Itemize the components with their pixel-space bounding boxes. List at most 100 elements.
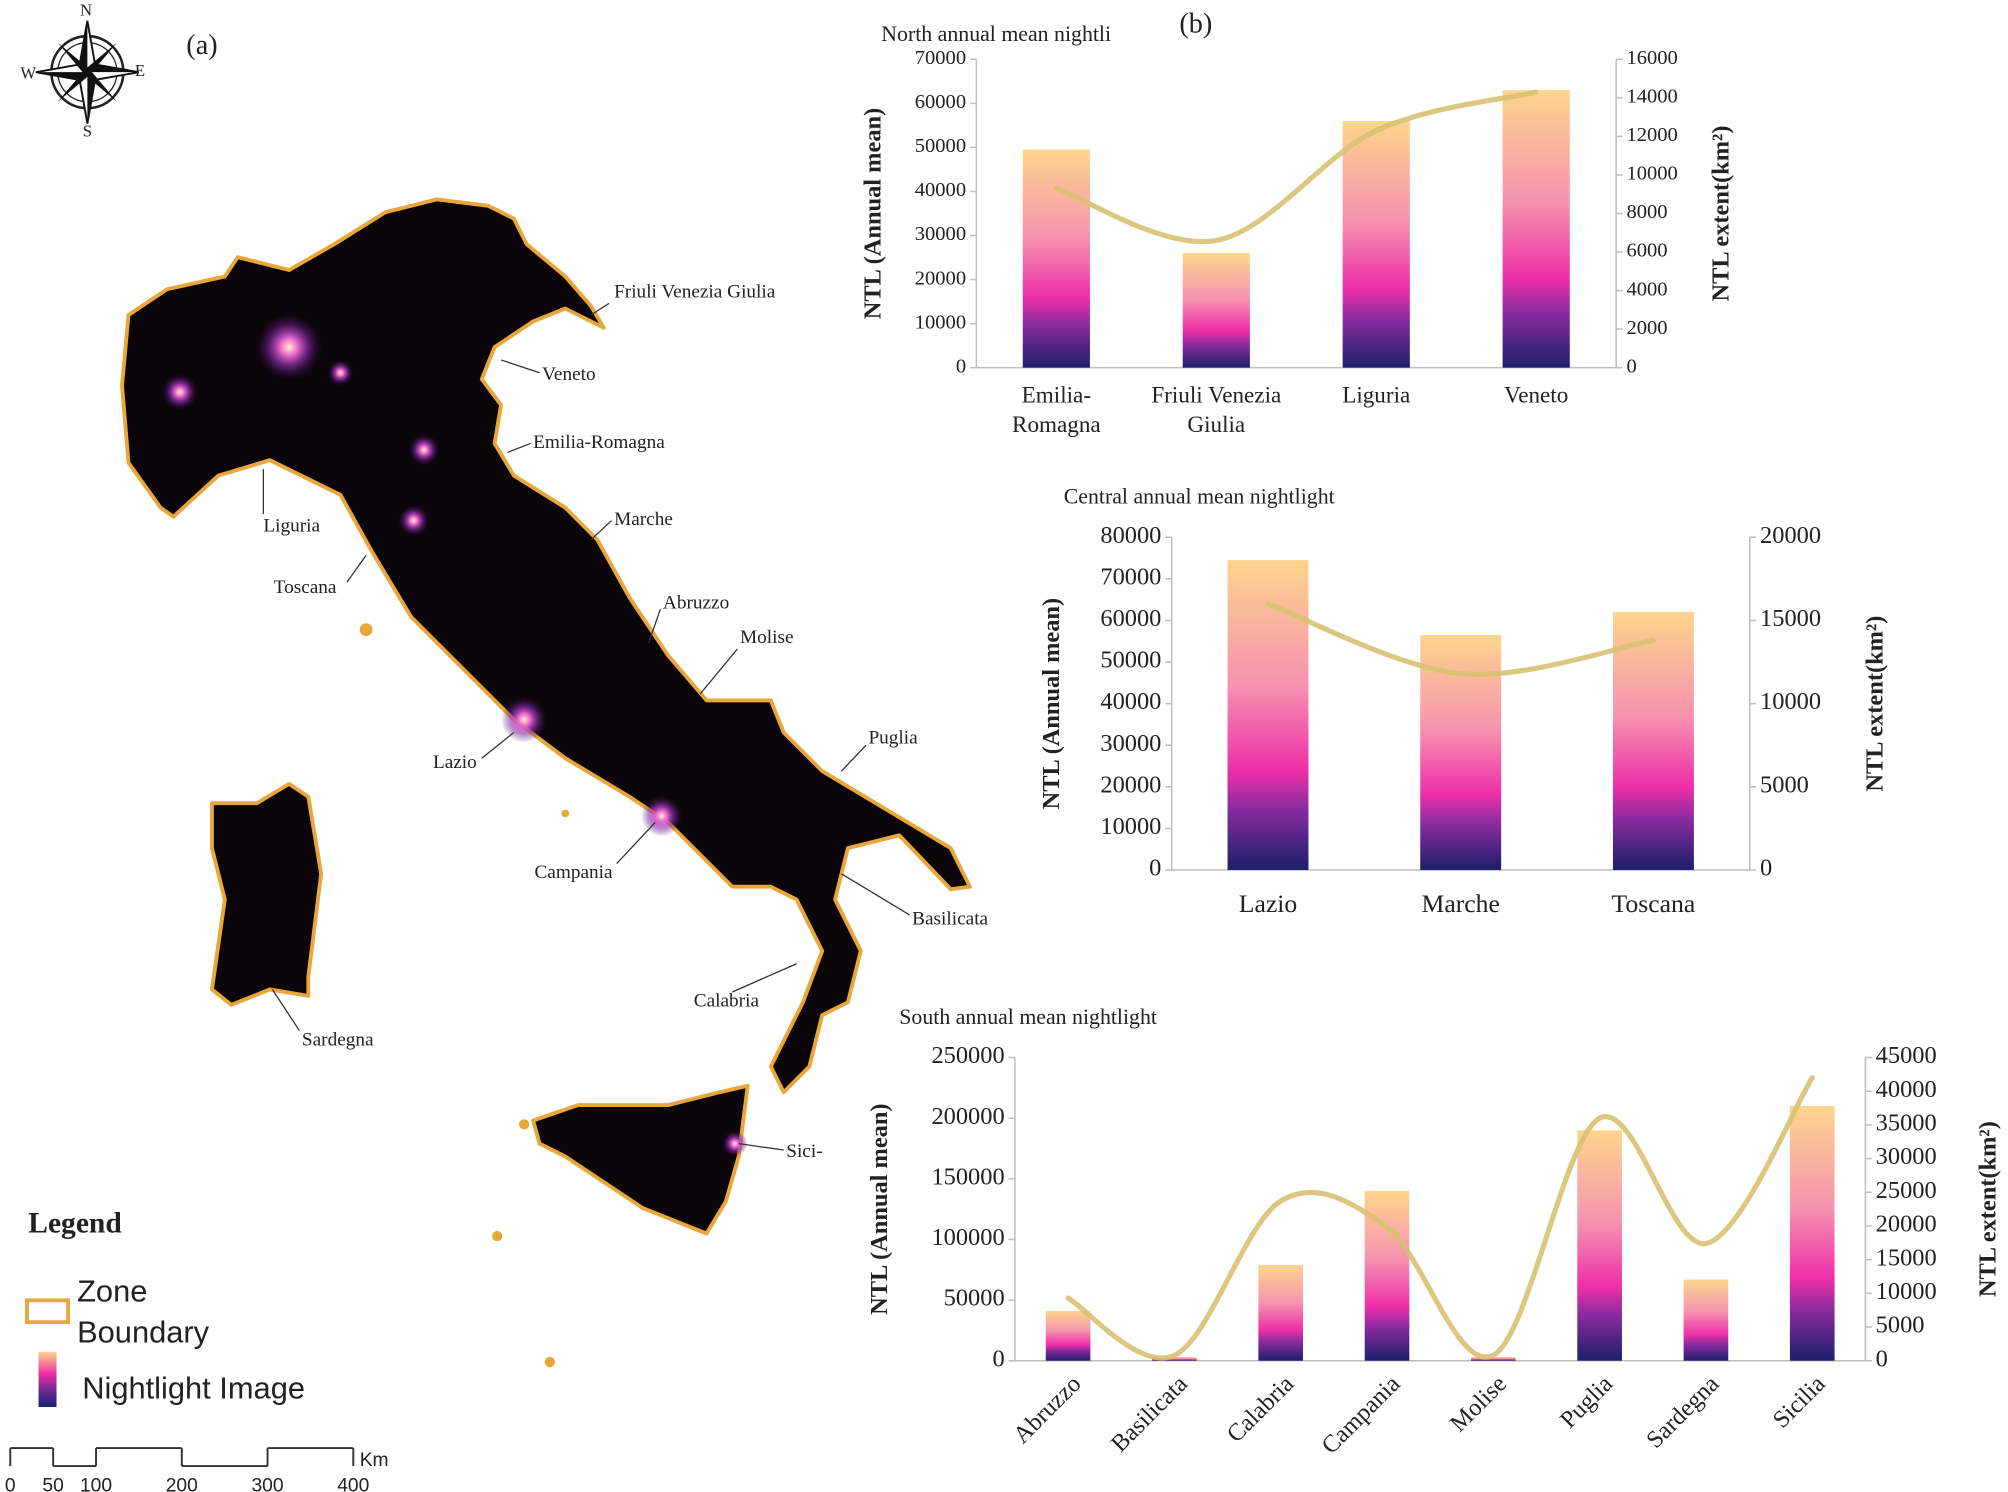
line-series [1265, 601, 1656, 677]
y-tick-label: 20000 [915, 267, 966, 289]
scale-label: 300 [251, 1476, 283, 1492]
scale-label: 100 [80, 1476, 112, 1492]
bar [1258, 1264, 1304, 1361]
y-tick-label: 0 [1149, 855, 1161, 882]
y-tick-label: 100000 [931, 1224, 1004, 1251]
leader [648, 608, 661, 643]
x-tick-label: Campania [1316, 1370, 1405, 1459]
scale-label: 400 [337, 1476, 369, 1492]
x-tick-label: Molise [1445, 1370, 1512, 1437]
y2-tick-label: 15000 [1876, 1244, 1937, 1271]
bar [1577, 1130, 1622, 1361]
legend-title: Legend [28, 1208, 122, 1240]
y-tick-label: 20000 [1100, 771, 1161, 798]
region-label: Lazio [433, 752, 477, 773]
compass-label: S [83, 121, 92, 140]
x-tick-label: Marche [1421, 889, 1499, 918]
y2-tick-label: 8000 [1626, 201, 1667, 223]
island [519, 1119, 530, 1130]
y2-tick-label: 10000 [1760, 688, 1821, 715]
region-label: Toscana [274, 577, 337, 598]
map: Friuli Venezia Giulia Veneto Emilia-Roma… [5, 1, 989, 1492]
y2-tick-label: 6000 [1626, 240, 1667, 262]
island [544, 1356, 555, 1368]
scale-unit: Km [360, 1450, 389, 1471]
leader [841, 873, 910, 916]
y-tick-label: 60000 [1100, 605, 1161, 632]
region-label: Liguria [263, 515, 320, 536]
x-tick-text: Liguria [1342, 381, 1411, 408]
sicily [531, 1083, 750, 1236]
y2-tick-label: 2000 [1626, 317, 1667, 339]
y2-tick-label: 10000 [1876, 1278, 1937, 1305]
scale-bar: 0 50 100 200 300 400 [5, 1447, 369, 1492]
region-label: Campania [534, 862, 613, 883]
leader [500, 359, 540, 374]
y2-tick-label: 40000 [1876, 1076, 1937, 1103]
y2-tick-label: 35000 [1876, 1110, 1937, 1137]
y2-tick-label: 0 [1876, 1345, 1888, 1372]
region-label: Sici- [786, 1141, 822, 1162]
leader [481, 732, 515, 759]
chart: South annual mean nightlight NTL (Annual … [866, 1005, 2002, 1459]
bar [1227, 560, 1309, 870]
leader [616, 822, 656, 864]
y-tick-label: 10000 [915, 311, 966, 333]
y2-tick-label: 4000 [1626, 278, 1667, 300]
x-tick-label: Sardegna [1641, 1370, 1724, 1453]
bar [1612, 612, 1694, 870]
y2-tick-label: 45000 [1876, 1042, 1937, 1069]
city-glow [722, 1130, 748, 1157]
region-label: Emilia-Romagna [533, 432, 665, 453]
region-label: Veneto [542, 364, 596, 385]
y2-tick-label: 0 [1626, 355, 1636, 377]
city-glow [408, 434, 440, 466]
region-label: Abruzzo [663, 592, 729, 613]
y-tick-label: 250000 [931, 1042, 1004, 1069]
leader [590, 520, 612, 541]
leader [841, 744, 867, 772]
chart: Central annual mean nightlight NTL (Annua… [1038, 485, 1888, 918]
y-tick-label: 60000 [915, 91, 966, 113]
y2-axis-label: NTL extent(km²) [1975, 1121, 2002, 1297]
compass-label: N [80, 1, 92, 20]
leader [507, 442, 531, 454]
bar [1022, 149, 1090, 368]
city-glow [501, 696, 548, 743]
x-tick-text: Veneto [1504, 381, 1569, 408]
y-tick-label: 0 [956, 355, 966, 377]
y-tick-label: 50000 [915, 135, 966, 157]
y-axis-label: NTL (Annual mean) [1038, 598, 1065, 809]
x-tick-label: Toscana [1612, 889, 1696, 918]
y2-tick-label: 30000 [1876, 1143, 1937, 1170]
x-tick-label: Emilia-Romagna [1012, 382, 1101, 437]
region-label: Molise [740, 627, 794, 648]
y-tick-label: 80000 [1100, 522, 1161, 549]
chart: North annual mean nightli NTL (Annual mea… [859, 22, 1734, 437]
y-tick-label: 40000 [915, 179, 966, 201]
leader [271, 989, 300, 1031]
line-series [1065, 1075, 1815, 1361]
y-tick-label: 10000 [1100, 813, 1161, 840]
scale-label: 0 [5, 1476, 16, 1492]
y-axis-label: NTL (Annual mean) [859, 108, 886, 319]
x-tick-label: Liguria [1342, 381, 1411, 408]
x-tick-text: Friuli Venezia Giulia [1151, 381, 1282, 437]
compass [35, 20, 139, 124]
x-tick-label: Basilicata [1106, 1370, 1193, 1457]
x-tick-label: Sicilia [1768, 1370, 1831, 1433]
bar [1152, 1357, 1197, 1361]
legend-swatch [38, 1351, 57, 1407]
y-tick-label: 30000 [915, 223, 966, 245]
y2-tick-label: 10000 [1626, 163, 1677, 185]
y-tick-label: 50000 [1100, 647, 1161, 674]
y2-tick-label: 20000 [1760, 522, 1821, 549]
city-glow [255, 313, 323, 381]
scale-label: 200 [166, 1476, 198, 1492]
region-label: Friuli Venezia Giulia [614, 282, 776, 303]
y2-tick-label: 25000 [1876, 1177, 1937, 1204]
x-tick-label: Calabria [1222, 1370, 1300, 1448]
leader [346, 554, 367, 583]
